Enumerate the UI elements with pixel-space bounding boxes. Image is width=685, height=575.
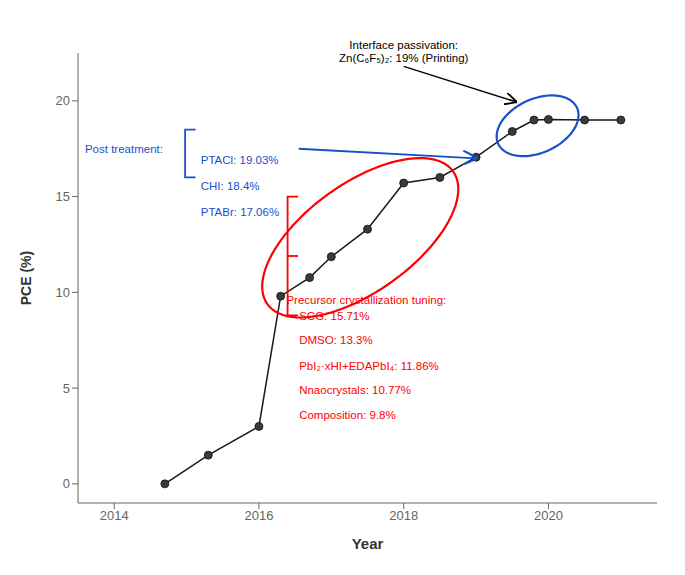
svg-text:20: 20 [56,93,70,108]
svg-text:DMSO: 13.3%: DMSO: 13.3% [299,334,373,346]
svg-text:2014: 2014 [100,508,129,523]
svg-text:10: 10 [56,285,70,300]
svg-text:Composition: 9.8%: Composition: 9.8% [299,409,396,421]
svg-text:PbI₂·xHI+EDAPbI₄: 11.86%: PbI₂·xHI+EDAPbI₄: 11.86% [299,360,439,372]
svg-text:PCE (%): PCE (%) [18,251,34,305]
svg-text:Nnaocrystals: 10.77%: Nnaocrystals: 10.77% [299,384,411,396]
svg-text:PTACl: 19.03%: PTACl: 19.03% [201,154,279,166]
svg-text:Precursor crystallization tuni: Precursor crystallization tuning: [286,294,446,306]
svg-text:2020: 2020 [534,508,563,523]
svg-text:PTABr: 17.06%: PTABr: 17.06% [201,206,279,218]
svg-text:2016: 2016 [244,508,273,523]
svg-text:Post treatment:: Post treatment: [85,143,163,155]
svg-text:CHI: 18.4%: CHI: 18.4% [201,180,260,192]
svg-text:0: 0 [63,476,70,491]
svg-text:Year: Year [352,535,384,552]
svg-text:5: 5 [63,381,70,396]
svg-text:2018: 2018 [389,508,418,523]
svg-text:15: 15 [56,189,70,204]
svg-text:SCG: 15.71%: SCG: 15.71% [299,310,369,322]
svg-text:Interface passivation:Zn(C₆F₅): Interface passivation:Zn(C₆F₅)₂: 19% (Pr… [339,39,469,65]
